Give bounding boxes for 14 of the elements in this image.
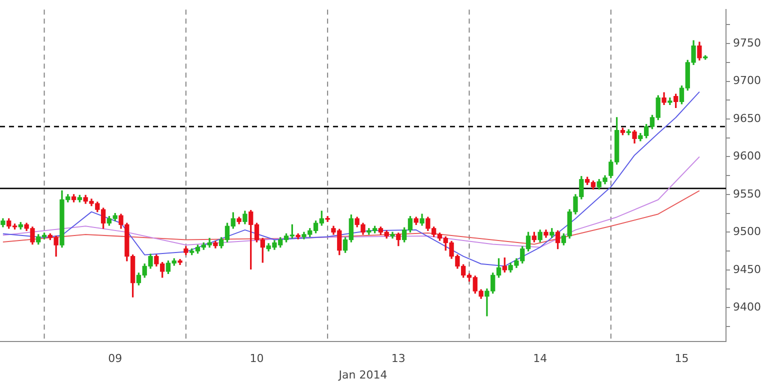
- y-tick-label: 9750: [733, 36, 762, 50]
- x-tick-label: 09: [108, 352, 122, 366]
- y-tick-label: 9650: [733, 112, 762, 125]
- x-tick-label: 14: [533, 352, 548, 366]
- x-tick-label: 15: [674, 352, 689, 366]
- y-tick-label: 9500: [733, 225, 762, 238]
- x-axis-title: Jan 2014: [338, 368, 388, 382]
- y-tick-label: 9450: [733, 262, 762, 276]
- y-tick-label: 9400: [733, 300, 762, 314]
- x-tick-label: 13: [391, 352, 406, 366]
- x-tick-label: 10: [250, 352, 264, 366]
- y-tick-label: 9700: [733, 74, 762, 88]
- y-tick-label: 9600: [733, 150, 762, 163]
- y-tick-label: 9550: [733, 187, 762, 200]
